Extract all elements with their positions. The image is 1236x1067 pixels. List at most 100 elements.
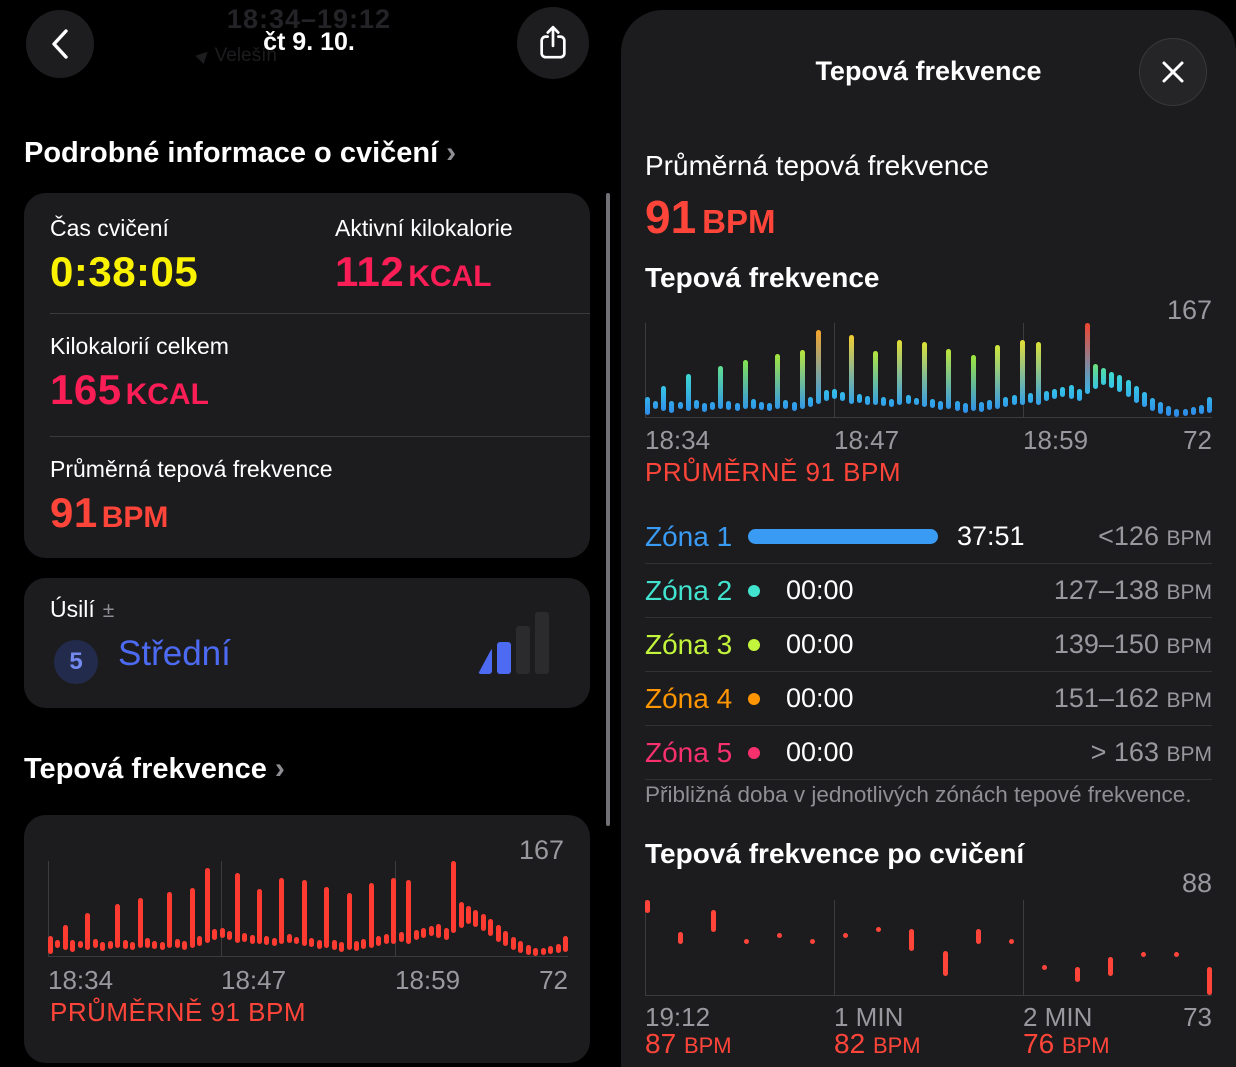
gridline: [48, 861, 49, 956]
hr-heading[interactable]: Tepová frekvence ›: [24, 752, 285, 785]
hr-bar: [954, 401, 960, 412]
close-icon: [1158, 57, 1188, 87]
hr-bar: [324, 887, 330, 948]
hr-bar: [942, 950, 948, 976]
hr-zones-chart: [645, 323, 1212, 418]
hr-bar: [1140, 951, 1146, 957]
hr-bar: [256, 889, 262, 944]
zone-row: Zóna 3 00:00 139–150 BPM: [645, 618, 1212, 672]
hr-bar: [816, 329, 822, 405]
effort-rating-badge: 5: [54, 640, 98, 684]
zone-dot: [748, 638, 760, 651]
hr-bar: [1052, 389, 1058, 400]
gridline: [221, 861, 223, 956]
hr-bar: [661, 386, 667, 412]
hr-bar: [775, 353, 781, 410]
hr-bar: [339, 942, 345, 952]
zones-caption: Přibližná doba v jednotlivých zónách tep…: [645, 782, 1192, 807]
chevron-left-icon: [47, 27, 73, 61]
hr-bar: [182, 941, 188, 950]
zone-range: <126 BPM: [1098, 521, 1212, 551]
zone-duration: 00:00: [786, 575, 854, 605]
hr-bar: [174, 939, 180, 948]
gridline: [833, 323, 835, 417]
share-button[interactable]: [517, 7, 589, 79]
avg-hr-label: Průměrná tepová frekvence: [645, 150, 989, 181]
zone-range: 139–150 BPM: [1053, 629, 1212, 659]
avg-hr-label: Průměrná tepová frekvence: [50, 456, 333, 482]
effort-card[interactable]: Úsilí ± 5 Střední: [24, 578, 590, 708]
hr-bar: [518, 941, 524, 953]
hr-bar: [1074, 966, 1080, 983]
hr-bar: [645, 397, 650, 416]
x-tick: 18:47: [221, 965, 287, 995]
hr-chart: [48, 861, 568, 957]
avg-hr-unit: BPM: [101, 501, 169, 534]
hr-bar: [368, 883, 374, 948]
hr-bar: [301, 880, 307, 946]
hr-bar: [55, 940, 61, 948]
post-hr-chart: [645, 900, 1212, 996]
hr-bar: [1207, 966, 1212, 995]
scrollbar[interactable]: [606, 193, 610, 826]
hr-bar: [1011, 395, 1017, 406]
hr-bar: [1107, 957, 1113, 976]
hr-bar: [744, 939, 750, 945]
hr-bar: [510, 937, 516, 950]
back-button[interactable]: [26, 10, 94, 78]
hr-bar: [1101, 367, 1107, 386]
hr-bar: [480, 914, 486, 931]
gridline: [645, 323, 646, 417]
zone-range: 151–162 BPM: [1053, 683, 1212, 713]
hr-bar: [398, 932, 404, 942]
hr-bar: [710, 402, 716, 411]
hr-bar: [1198, 405, 1204, 415]
hr-bar: [167, 892, 173, 948]
hr-bar: [77, 941, 83, 948]
zone-row: Zóna 2 00:00 127–138 BPM: [645, 564, 1212, 618]
plus-minus-icon: ±: [102, 599, 115, 622]
zone-dot: [748, 746, 760, 759]
hr-bar: [204, 868, 210, 943]
hr-bar: [145, 938, 151, 948]
avg-hr-stat: Průměrná tepová frekvence 91 BPM: [50, 456, 333, 537]
hr-bar: [685, 374, 691, 412]
reading-2min: 82 BPM: [834, 1028, 921, 1059]
hr-bar: [458, 902, 464, 928]
hr-bar: [1141, 392, 1147, 408]
zone-duration: 00:00: [786, 629, 854, 659]
active-kcal-label: Aktivní kilokalorie: [335, 215, 513, 241]
hr-bar: [1008, 939, 1014, 945]
effort-label: Úsilí ±: [50, 596, 115, 622]
zone-row: Zóna 1 37:51 <126 BPM: [645, 510, 1212, 564]
hr-bar: [264, 936, 270, 945]
hr-bar: [1027, 393, 1033, 404]
x-tick: 18:59: [1023, 425, 1089, 455]
hr-bar: [563, 936, 568, 952]
hr-bar: [376, 936, 382, 946]
hr-bar: [1035, 341, 1041, 406]
hr-bar: [540, 948, 546, 955]
hr-bar: [137, 898, 143, 948]
hr-bar: [1068, 385, 1074, 400]
hr-bar: [1133, 386, 1139, 404]
hr-bar: [711, 909, 717, 932]
workout-summary-panel: 18:34–19:12 ▶Velešín čt 9. 10. Podrobné …: [24, 4, 610, 1063]
zone-row: Zóna 5 00:00 > 163 BPM: [645, 726, 1212, 780]
hr-bar: [555, 944, 561, 953]
reading-3min: 76 BPM: [1023, 1028, 1110, 1059]
ghost-time-range: 18:34–19:12: [226, 4, 392, 34]
hr-bar: [354, 941, 359, 951]
close-button[interactable]: [1139, 38, 1207, 106]
avg-bpm-label: PRŮMĚRNĚ 91 BPM: [50, 997, 306, 1027]
details-heading[interactable]: Podrobné informace o cvičení ›: [24, 136, 457, 169]
hr-bar: [718, 365, 724, 410]
hr-section-heading: Tepová frekvence: [645, 262, 880, 293]
hr-bar: [832, 389, 838, 400]
hr-bar: [1019, 339, 1025, 406]
hr-bar: [909, 928, 915, 951]
hr-bar: [653, 401, 659, 410]
hr-bar: [548, 946, 554, 954]
hr-bar: [331, 940, 337, 950]
